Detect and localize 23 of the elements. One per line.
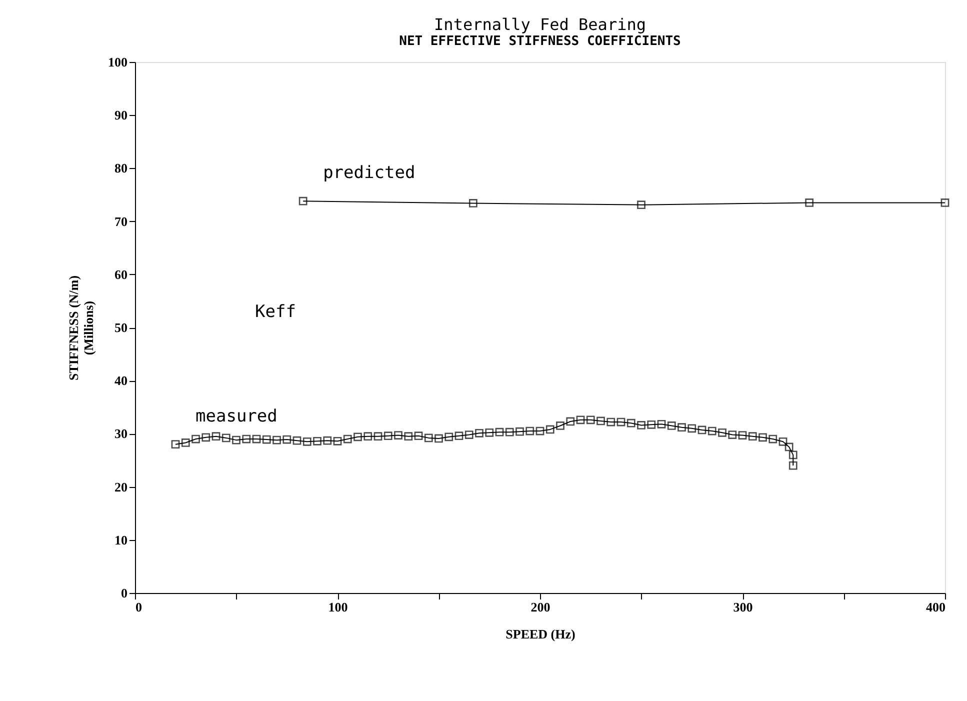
x-tick-label: 0 bbox=[136, 600, 142, 614]
y-tick-label: 40 bbox=[114, 373, 128, 388]
y-tick-label: 10 bbox=[114, 532, 128, 548]
x-axis-title: SPEED (Hz) bbox=[506, 626, 576, 642]
y-tick-label: 0 bbox=[121, 586, 128, 600]
y-tick-label: 60 bbox=[114, 266, 128, 282]
chart-subtitle: NET EFFECTIVE STIFFNESS COEFFICIENTS bbox=[399, 34, 682, 49]
annotation: Keff bbox=[255, 302, 296, 322]
chart-title: Internally Fed Bearing bbox=[434, 15, 646, 34]
y-tick-label: 30 bbox=[114, 426, 128, 442]
y-tick-label: 80 bbox=[114, 160, 128, 176]
y-tick-label: 90 bbox=[114, 108, 128, 123]
y-tick-label: 70 bbox=[114, 214, 128, 229]
series-label: predicted bbox=[323, 163, 416, 184]
x-tick-label: 400 bbox=[926, 600, 946, 614]
x-tick-label: 200 bbox=[530, 600, 550, 614]
y-tick-label: 50 bbox=[114, 320, 128, 335]
series-label: measured bbox=[196, 406, 278, 426]
y-tick-label: 20 bbox=[114, 479, 128, 494]
y-axis-title: STIFFNESS (N/m) (Millions) bbox=[66, 275, 96, 381]
x-tick-label: 300 bbox=[733, 600, 753, 614]
x-tick-label: 100 bbox=[328, 600, 348, 614]
y-tick-label: 100 bbox=[108, 54, 128, 70]
